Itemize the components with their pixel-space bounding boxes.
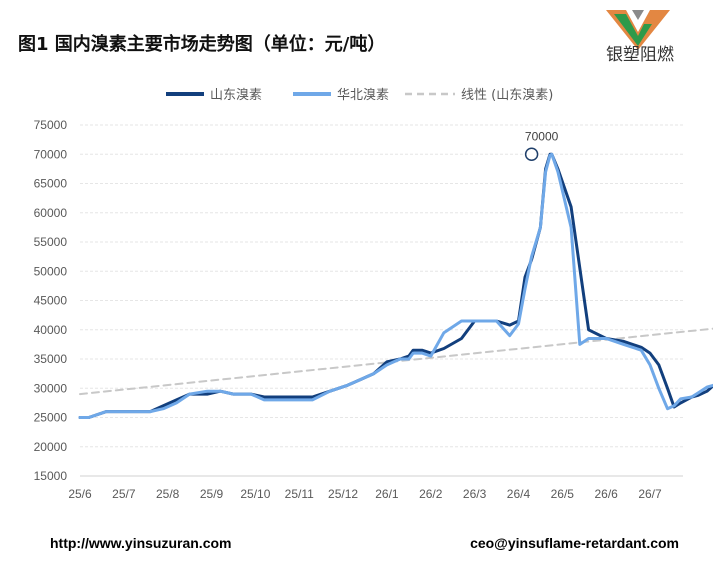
y-tick-label: 20000 <box>34 440 68 454</box>
y-tick-label: 70000 <box>34 147 68 161</box>
y-tick-label: 40000 <box>34 323 68 337</box>
x-tick-label: 26/6 <box>594 487 618 501</box>
x-tick-label: 25/8 <box>156 487 180 501</box>
company-logo-icon <box>606 10 670 50</box>
x-tick-label: 26/2 <box>419 487 443 501</box>
x-tick-label: 25/11 <box>285 487 314 501</box>
x-tick-label: 25/12 <box>328 487 358 501</box>
x-tick-label: 25/9 <box>200 487 224 501</box>
email-link[interactable]: ceo@yinsuflame-retardant.com <box>470 535 679 551</box>
y-tick-label: 50000 <box>34 264 68 278</box>
website-link[interactable]: http://www.yinsuzuran.com <box>50 535 232 551</box>
legend-label-1: 华北溴素 <box>337 88 389 103</box>
x-axis-ticks: 25/6 25/7 25/8 25/9 25/10 25/11 25/12 26/1 26/2 2… <box>68 487 662 501</box>
grid-lines <box>80 124 683 477</box>
x-tick-label: 26/4 <box>507 487 531 501</box>
series-lines <box>78 152 713 419</box>
price-trend-chart: 15000 20000 25000 30000 35000 40000 45000 50000… <box>34 88 713 501</box>
y-tick-label: 55000 <box>34 235 68 249</box>
y-tick-label: 15000 <box>34 469 68 483</box>
peak-marker <box>524 147 539 161</box>
y-tick-label: 75000 <box>34 118 68 132</box>
y-tick-label: 45000 <box>34 294 68 308</box>
x-tick-label: 26/5 <box>551 487 575 501</box>
y-tick-label: 65000 <box>34 177 68 191</box>
legend-label-0: 山东溴素 <box>210 88 262 103</box>
y-tick-label: 60000 <box>34 206 68 220</box>
annotation: 70000 <box>524 129 559 161</box>
x-tick-label: 25/10 <box>240 487 270 501</box>
x-tick-label: 25/6 <box>68 487 92 501</box>
series-line-1 <box>78 152 713 419</box>
series-line-0 <box>78 152 713 419</box>
y-tick-label: 30000 <box>34 381 68 395</box>
legend-label-2: 线性 (山东溴素) <box>461 88 553 103</box>
legend: 山东溴素 华北溴素 线性 (山东溴素) <box>166 88 553 103</box>
y-tick-label: 25000 <box>34 411 68 425</box>
x-tick-label: 26/3 <box>463 487 487 501</box>
chart-title: 图1 国内溴素主要市场走势图（单位：元/吨） <box>18 34 386 55</box>
x-tick-label: 25/7 <box>112 487 136 501</box>
x-tick-label: 26/7 <box>638 487 662 501</box>
y-axis-ticks: 15000 20000 25000 30000 35000 40000 45000 50000… <box>34 118 68 483</box>
x-tick-label: 26/1 <box>375 487 399 501</box>
peak-label: 70000 <box>525 129 559 143</box>
logo-text: 银塑阻燃 <box>606 45 674 65</box>
y-tick-label: 35000 <box>34 352 68 366</box>
